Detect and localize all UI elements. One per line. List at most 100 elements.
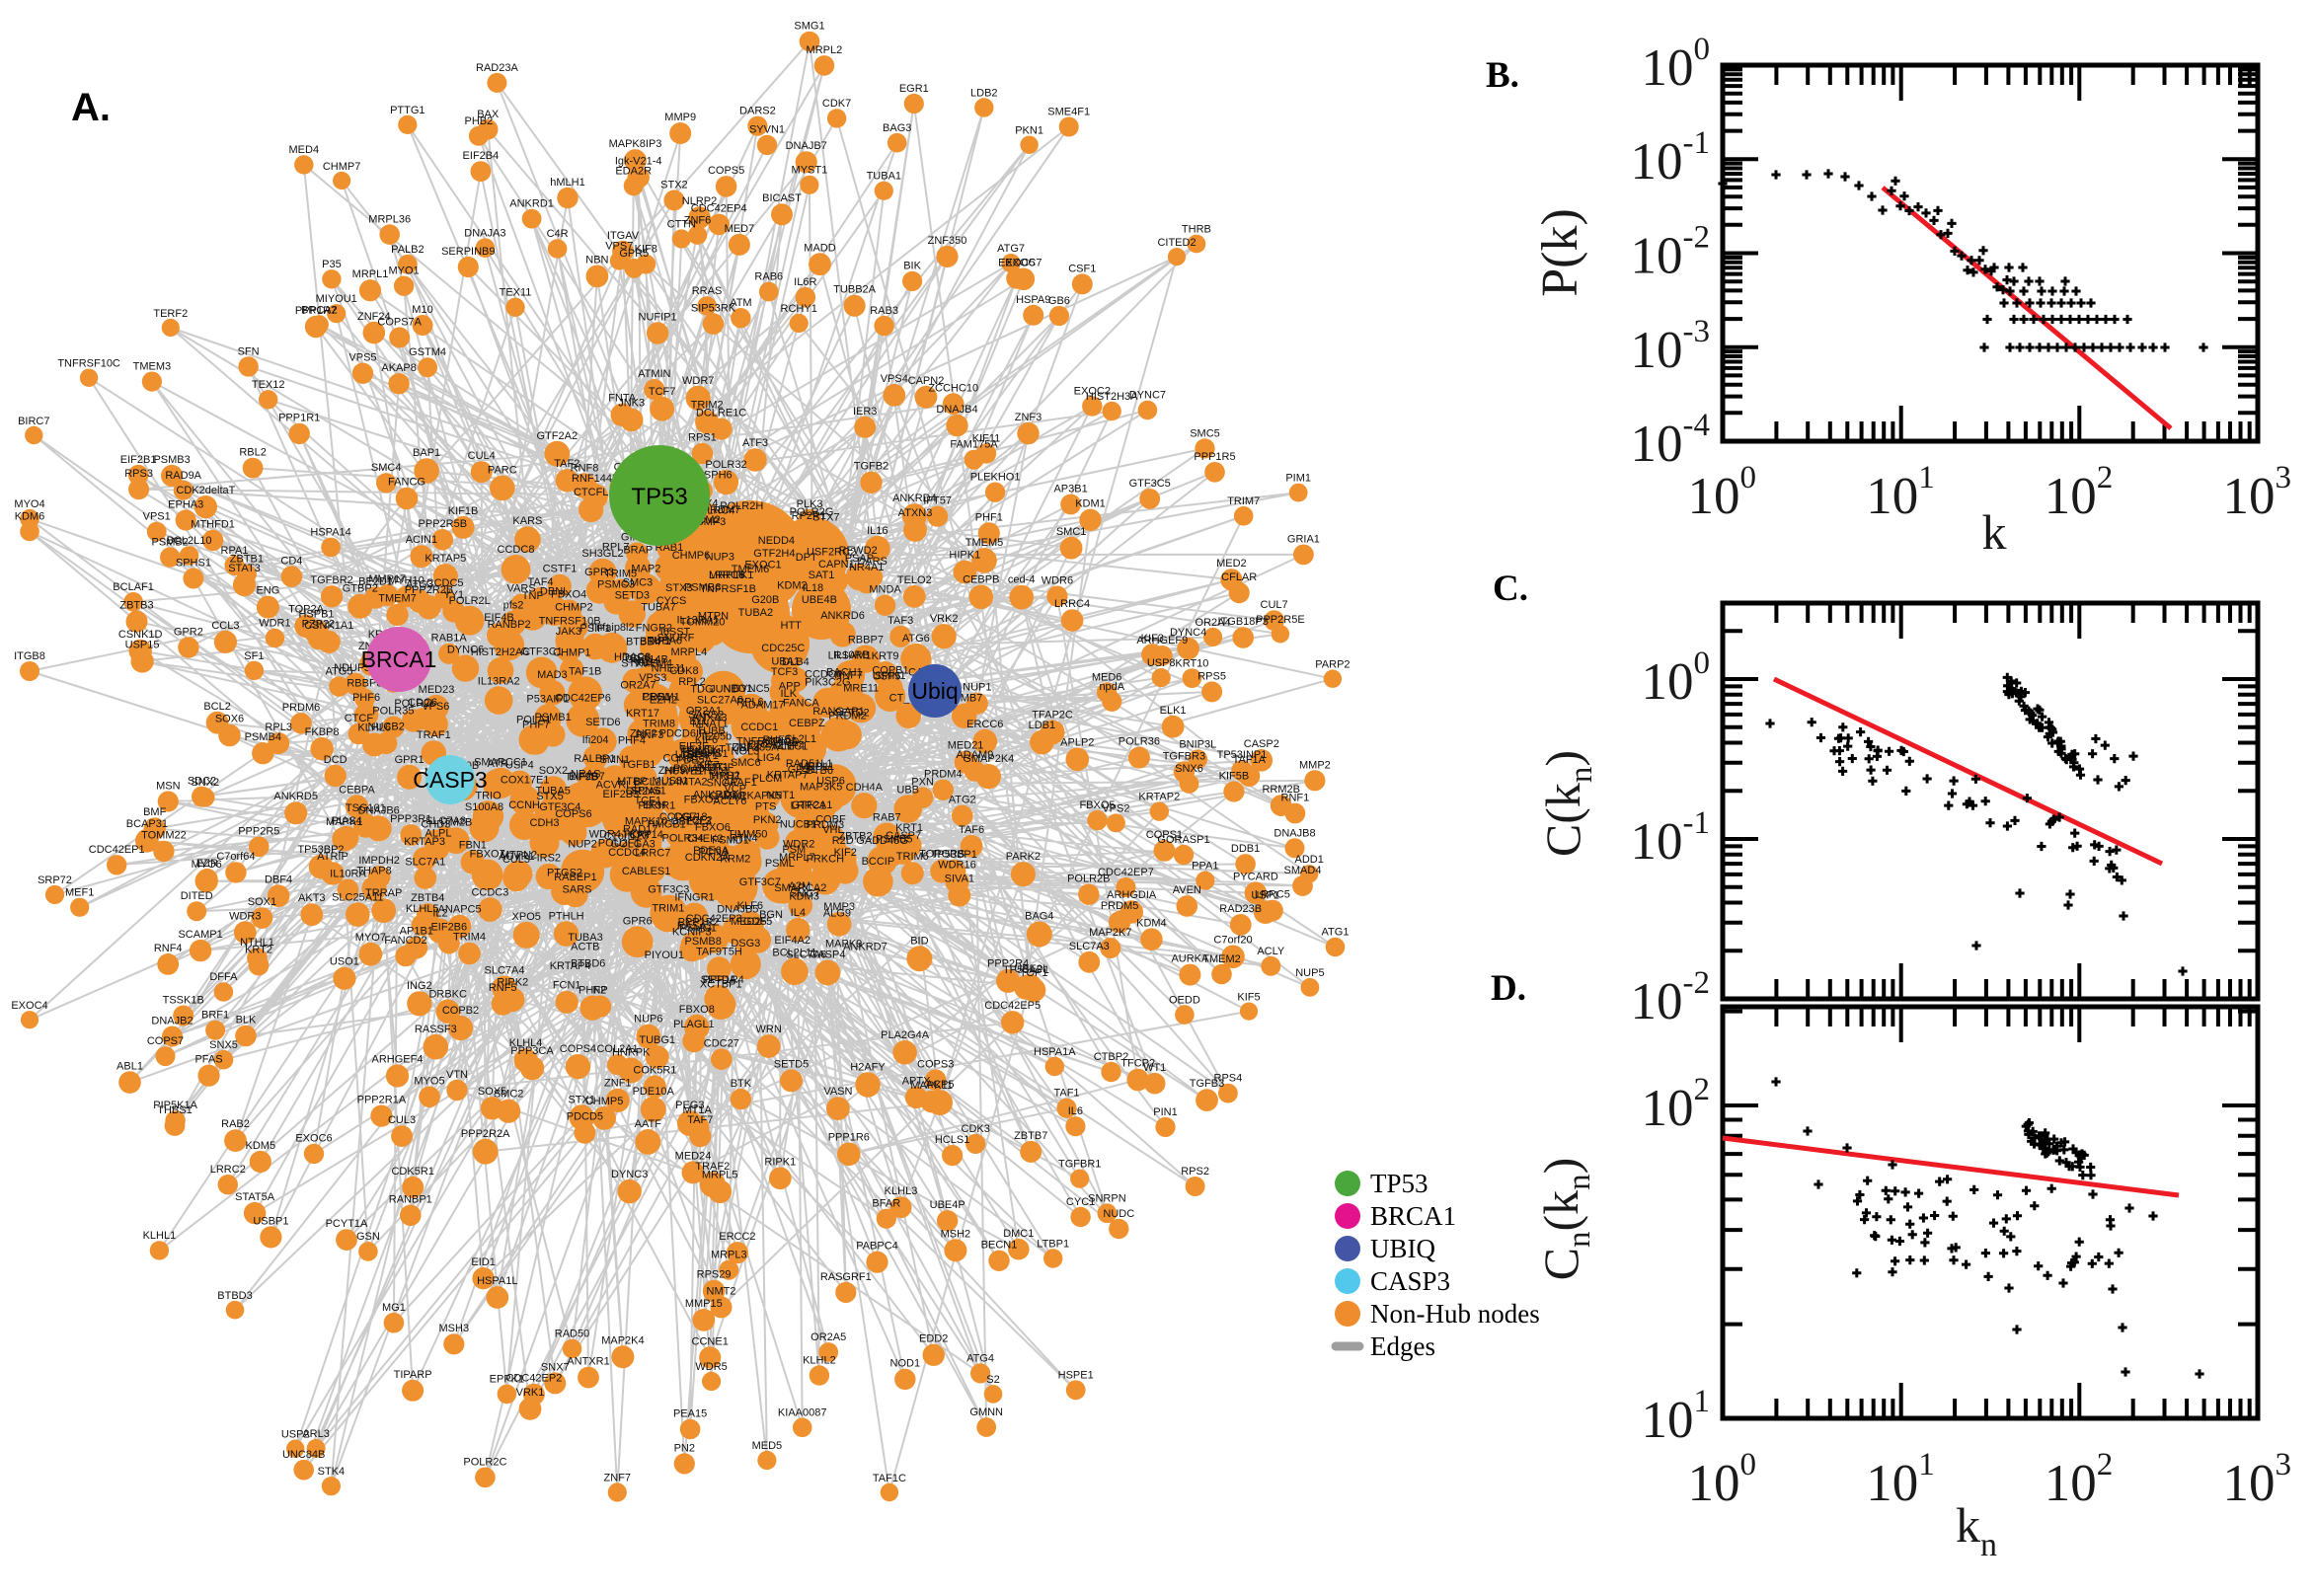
svg-text:HRH1: HRH1	[711, 771, 740, 783]
svg-text:GTF3C4: GTF3C4	[539, 801, 580, 813]
svg-text:Edges: Edges	[1370, 1331, 1435, 1361]
svg-text:SIP53RK: SIP53RK	[691, 302, 736, 314]
svg-text:GTF3C7: GTF3C7	[739, 876, 781, 888]
svg-text:MRE11: MRE11	[843, 682, 879, 694]
svg-text:FNGR2: FNGR2	[636, 622, 672, 634]
svg-text:IRS2: IRS2	[537, 853, 561, 865]
svg-text:LRRC4: LRRC4	[1054, 598, 1090, 610]
svg-text:C1orf123: C1orf123	[604, 831, 649, 843]
svg-text:ELK1: ELK1	[1160, 705, 1187, 717]
svg-text:CYCS: CYCS	[656, 595, 687, 607]
svg-text:TUBB: TUBB	[696, 725, 725, 737]
svg-text:CDK3: CDK3	[962, 1123, 990, 1135]
svg-text:APLP2: APLP2	[1060, 737, 1094, 749]
svg-text:VARS: VARS	[507, 583, 536, 595]
svg-text:npdA: npdA	[1099, 681, 1124, 693]
svg-text:GPR3: GPR3	[584, 567, 614, 578]
svg-text:PDCD5: PDCD5	[567, 1111, 603, 1123]
svg-text:NEDD4: NEDD4	[758, 535, 795, 547]
svg-text:ZNF385A: ZNF385A	[732, 741, 779, 753]
svg-text:CTTN: CTTN	[667, 218, 696, 230]
svg-text:AKAP8: AKAP8	[381, 362, 416, 374]
svg-text:GORASP1: GORASP1	[1157, 834, 1209, 846]
svg-text:MYST1: MYST1	[792, 165, 828, 177]
svg-text:GB6: GB6	[1048, 295, 1070, 307]
svg-text:FNTA: FNTA	[608, 393, 637, 405]
svg-text:TGFB3: TGFB3	[1190, 1078, 1224, 1090]
svg-text:POLR2B: POLR2B	[1067, 874, 1110, 885]
svg-text:HSPA1A: HSPA1A	[1034, 1046, 1076, 1058]
svg-text:RAD23A: RAD23A	[476, 62, 518, 74]
svg-text:IL10RA: IL10RA	[330, 869, 366, 880]
svg-text:HDAC8: HDAC8	[614, 651, 651, 663]
svg-text:TRIM3: TRIM3	[680, 745, 713, 757]
svg-text:PSMC3: PSMC3	[597, 579, 635, 591]
svg-text:ADAM17: ADAM17	[741, 700, 785, 712]
svg-text:SMC5: SMC5	[1190, 427, 1220, 439]
svg-text:PPP2R2B: PPP2R2B	[405, 584, 454, 596]
svg-text:KDM4: KDM4	[1136, 917, 1167, 929]
svg-text:FBXO7: FBXO7	[470, 849, 505, 861]
svg-text:SERPINB9: SERPINB9	[441, 246, 495, 258]
svg-text:BLK: BLK	[236, 1015, 257, 1026]
svg-text:PPP2R1A: PPP2R1A	[357, 1095, 407, 1106]
svg-text:HSPA9: HSPA9	[1016, 294, 1050, 306]
svg-text:DBNL: DBNL	[540, 585, 569, 597]
svg-text:ATR: ATR	[488, 758, 508, 770]
svg-text:NNT1: NNT1	[767, 790, 796, 801]
svg-text:RPS29: RPS29	[697, 1269, 732, 1281]
svg-text:PEA15: PEA15	[673, 1408, 707, 1420]
svg-text:WDR5: WDR5	[695, 1361, 727, 1373]
svg-text:BAX: BAX	[477, 109, 500, 120]
svg-text:CDK5R1: CDK5R1	[391, 1166, 433, 1178]
svg-text:EXOC5: EXOC5	[998, 257, 1035, 268]
svg-text:TP53: TP53	[631, 484, 687, 510]
svg-text:SCAMP1: SCAMP1	[178, 929, 222, 941]
svg-text:CSTF1: CSTF1	[543, 564, 578, 575]
svg-text:KLHL6: KLHL6	[357, 722, 391, 734]
svg-text:VHL: VHL	[822, 824, 843, 836]
svg-text:IL2: IL2	[432, 908, 447, 920]
svg-text:PSIP1: PSIP1	[579, 623, 610, 635]
svg-text:PPP3CA: PPP3CA	[510, 1045, 554, 1057]
svg-text:PPP2R4: PPP2R4	[987, 958, 1029, 970]
svg-text:LDB2: LDB2	[970, 87, 998, 99]
svg-text:D.: D.	[1491, 968, 1526, 1009]
svg-text:FANCG: FANCG	[388, 477, 425, 489]
svg-text:MED24: MED24	[675, 1150, 712, 1162]
svg-text:TNF: TNF	[522, 590, 544, 602]
svg-text:PDE5A: PDE5A	[676, 755, 713, 767]
svg-text:ITM2B: ITM2B	[440, 816, 472, 828]
svg-text:TAF1B: TAF1B	[569, 665, 601, 677]
svg-text:TUBA6: TUBA6	[648, 636, 682, 647]
svg-text:COX17E1: COX17E1	[501, 774, 550, 786]
svg-text:ANKRD4: ANKRD4	[892, 493, 937, 504]
svg-text:ATXN3: ATXN3	[898, 507, 933, 519]
svg-text:RPS4: RPS4	[1214, 1073, 1243, 1085]
svg-text:CD4: CD4	[280, 555, 302, 567]
svg-text:RIPK2: RIPK2	[497, 977, 528, 989]
svg-text:TAF9T5H: TAF9T5H	[696, 946, 742, 957]
svg-text:RAB1A: RAB1A	[431, 633, 468, 645]
svg-text:ATRIP: ATRIP	[317, 851, 348, 863]
svg-text:ATMIN: ATMIN	[638, 368, 670, 380]
svg-text:RPL1: RPL1	[808, 761, 835, 773]
svg-text:PLAGL1: PLAGL1	[673, 1019, 715, 1030]
svg-text:MRPL2: MRPL2	[807, 44, 843, 56]
svg-text:WT1: WT1	[1143, 1062, 1166, 1074]
svg-text:S2: S2	[986, 1374, 999, 1386]
svg-text:APTX: APTX	[902, 1076, 931, 1088]
svg-text:C7orf20: C7orf20	[1213, 935, 1252, 947]
svg-text:CDS1: CDS1	[643, 692, 671, 704]
svg-text:NOL3: NOL3	[732, 745, 760, 757]
svg-text:ANTXR1: ANTXR1	[567, 1356, 609, 1368]
svg-text:SNX5: SNX5	[209, 1039, 238, 1051]
svg-text:SH3GL2: SH3GL2	[581, 548, 623, 560]
svg-text:DITED: DITED	[181, 890, 213, 902]
svg-text:WRN: WRN	[756, 1024, 782, 1035]
svg-text:KDM3: KDM3	[789, 891, 819, 903]
svg-text:PHF6: PHF6	[352, 692, 380, 704]
svg-text:USP1: USP1	[1251, 889, 1279, 901]
svg-text:ZCCHC10: ZCCHC10	[928, 382, 978, 394]
svg-text:POLR2H: POLR2H	[720, 500, 763, 512]
